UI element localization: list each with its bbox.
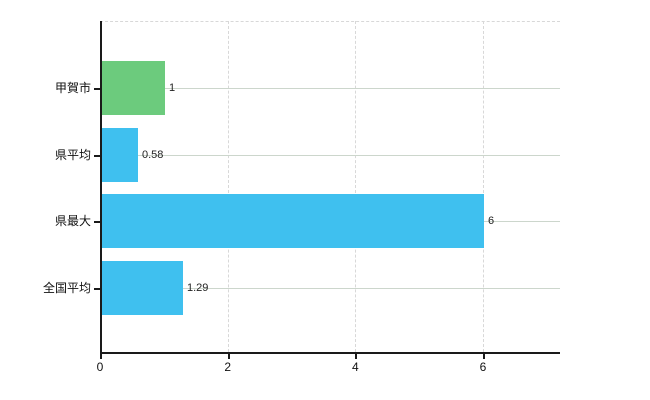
x-tick-label: 2 xyxy=(224,360,231,374)
category-label: 県最大 xyxy=(54,214,91,228)
category-label: 全国平均 xyxy=(42,281,91,295)
gridline-h xyxy=(100,155,560,156)
gridline-v xyxy=(227,21,229,352)
x-axis-line xyxy=(100,352,560,354)
y-axis-line xyxy=(100,21,102,352)
category-label: 県平均 xyxy=(54,148,91,162)
x-tick-label: 0 xyxy=(96,360,104,374)
x-tick-mark xyxy=(100,354,102,359)
x-tick-mark xyxy=(483,354,485,359)
y-tick-mark xyxy=(94,155,100,157)
y-tick-mark xyxy=(94,221,100,223)
gridline-h xyxy=(100,88,560,89)
bar-value-label: 1 xyxy=(169,82,176,94)
y-tick-mark xyxy=(94,288,100,290)
y-tick-mark xyxy=(94,88,100,90)
bar xyxy=(101,128,138,182)
gridline-v xyxy=(483,21,484,352)
plot-top-border xyxy=(100,21,560,22)
x-tick-mark xyxy=(355,354,358,359)
x-tick-mark xyxy=(227,354,230,359)
bar xyxy=(101,61,165,115)
category-label: 甲賀市 xyxy=(54,81,91,95)
bar-value-label: 1.29 xyxy=(187,282,209,294)
bar xyxy=(101,261,183,315)
gridline-v xyxy=(355,21,357,352)
x-tick-label: 6 xyxy=(479,360,487,374)
gridline-h xyxy=(100,288,560,289)
bar-value-label: 0.58 xyxy=(142,149,164,161)
x-tick-label: 4 xyxy=(351,360,359,374)
bar xyxy=(101,194,484,248)
bar-value-label: 6 xyxy=(488,215,495,227)
